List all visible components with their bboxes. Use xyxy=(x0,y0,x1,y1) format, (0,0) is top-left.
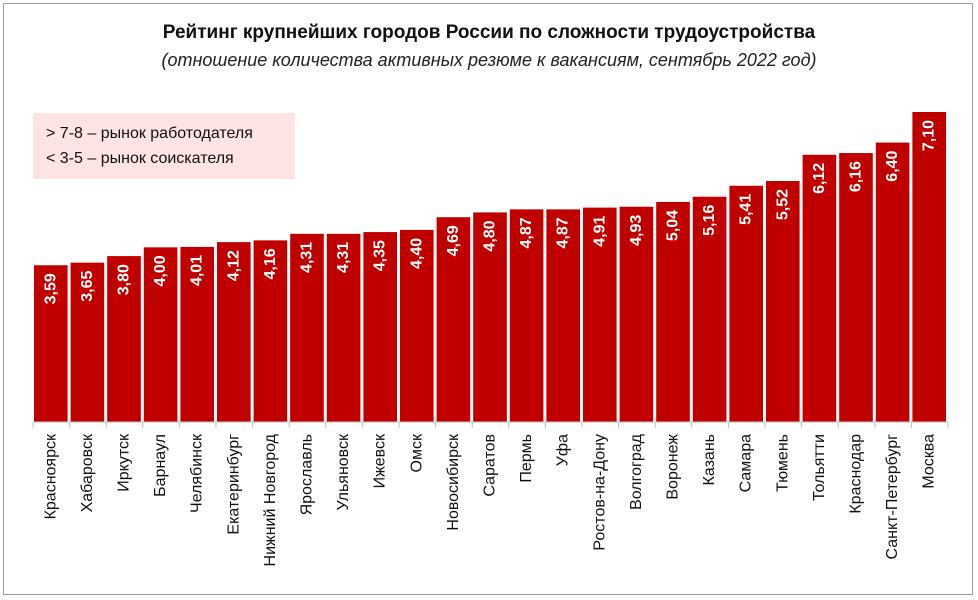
bar-5 xyxy=(217,242,251,422)
category-label-3: Барнаул xyxy=(152,434,169,497)
chart-title: Рейтинг крупнейших городов России по сло… xyxy=(162,22,816,43)
bar-9 xyxy=(363,232,397,422)
category-label-22: Краснодар xyxy=(848,434,865,514)
legend-line-seeker: < 3-5 – рынок соискателя xyxy=(46,150,234,167)
bar-value-label-3: 4,00 xyxy=(152,255,169,286)
chart-subtitle: (отношение количества активных резюме к … xyxy=(161,50,817,70)
category-label-4: Челябинск xyxy=(189,433,206,513)
legend-box: > 7-8 – рынок работодателя < 3-5 – рынок… xyxy=(33,113,295,179)
bar-value-label-2: 3,80 xyxy=(116,264,133,295)
category-label-17: Воронеж xyxy=(665,434,682,500)
bar-value-label-4: 4,01 xyxy=(189,255,206,286)
bar-3 xyxy=(143,247,178,422)
bar-value-label-20: 5,52 xyxy=(774,189,791,220)
bar-23 xyxy=(875,142,910,422)
category-label-16: Волгоград xyxy=(628,433,645,510)
bar-21 xyxy=(802,154,837,422)
category-label-12: Саратов xyxy=(482,434,499,497)
bar-value-label-14: 4,87 xyxy=(555,217,572,248)
bar-15 xyxy=(583,207,617,422)
bar-value-label-1: 3,65 xyxy=(79,271,96,302)
bar-1 xyxy=(70,262,105,422)
category-label-20: Тюмень xyxy=(774,434,791,492)
bar-value-label-5: 4,12 xyxy=(225,250,242,281)
category-label-19: Самара xyxy=(738,434,755,492)
bar-13 xyxy=(509,209,544,422)
bar-value-labels: 3,59 3,65 3,80 4,00 4,01 4,12 4,16 4,31 4,31 4,35… xyxy=(42,120,937,304)
bar-value-label-16: 4,93 xyxy=(628,215,645,246)
bar-6 xyxy=(253,240,288,422)
bar-8 xyxy=(326,233,361,422)
bar-12 xyxy=(473,212,507,422)
bar-0 xyxy=(34,265,68,422)
bar-value-label-6: 4,16 xyxy=(262,248,279,279)
category-label-14: Уфа xyxy=(555,434,572,466)
x-axis-ticks xyxy=(32,422,949,428)
category-label-15: Ростов-на-Дону xyxy=(591,434,608,551)
bar-17 xyxy=(656,201,690,422)
category-label-7: Ярославль xyxy=(299,434,316,515)
bar-value-label-22: 6,16 xyxy=(848,161,865,192)
category-label-10: Омск xyxy=(408,433,425,472)
category-label-1: Хабаровск xyxy=(79,433,96,512)
category-label-2: Иркутск xyxy=(116,433,133,492)
category-label-5: Екатеринбург xyxy=(225,434,242,535)
bar-value-label-19: 5,41 xyxy=(738,194,755,225)
bar-value-label-7: 4,31 xyxy=(299,242,316,273)
bar-value-label-12: 4,80 xyxy=(482,220,499,251)
category-label-0: Красноярск xyxy=(42,433,59,519)
bar-14 xyxy=(546,209,580,422)
bar-value-label-24: 7,10 xyxy=(921,120,938,151)
bar-value-label-8: 4,31 xyxy=(335,242,352,273)
bar-value-label-0: 3,59 xyxy=(42,273,59,304)
bar-value-label-23: 6,40 xyxy=(884,150,901,181)
bar-value-label-10: 4,40 xyxy=(408,238,425,269)
bar-20 xyxy=(766,180,800,422)
category-label-9: Ижевск xyxy=(372,433,389,488)
bar-22 xyxy=(839,153,873,423)
category-label-6: Нижний Новгород xyxy=(262,433,279,566)
bar-value-label-15: 4,91 xyxy=(591,216,608,247)
category-labels: Красноярск Хабаровск Иркутск Барнаул Челябин… xyxy=(42,433,937,566)
bar-11 xyxy=(436,217,471,422)
bar-value-label-11: 4,69 xyxy=(445,225,462,256)
bar-4 xyxy=(180,246,214,422)
bar-7 xyxy=(290,233,324,422)
category-label-23: Санкт-Петербург xyxy=(884,434,901,560)
bar-value-label-17: 5,04 xyxy=(665,210,682,241)
category-label-8: Ульяновск xyxy=(335,433,352,510)
bar-2 xyxy=(107,256,141,422)
bars-group xyxy=(34,112,946,423)
legend-line-employer: > 7-8 – рынок работодателя xyxy=(46,125,253,142)
category-label-11: Новосибирск xyxy=(445,433,462,531)
category-label-18: Казань xyxy=(701,434,718,485)
bar-10 xyxy=(400,229,434,422)
category-label-24: Москва xyxy=(921,434,938,489)
bar-value-label-21: 6,12 xyxy=(811,163,828,194)
bar-24 xyxy=(912,112,946,422)
bar-value-label-18: 5,16 xyxy=(701,205,718,236)
category-label-21: Тольятти xyxy=(811,434,828,501)
bar-value-label-13: 4,87 xyxy=(518,217,535,248)
bar-19 xyxy=(729,185,763,422)
bar-16 xyxy=(619,206,654,422)
bar-18 xyxy=(692,196,727,422)
category-label-13: Пермь xyxy=(518,434,535,483)
bar-value-label-9: 4,35 xyxy=(372,240,389,271)
